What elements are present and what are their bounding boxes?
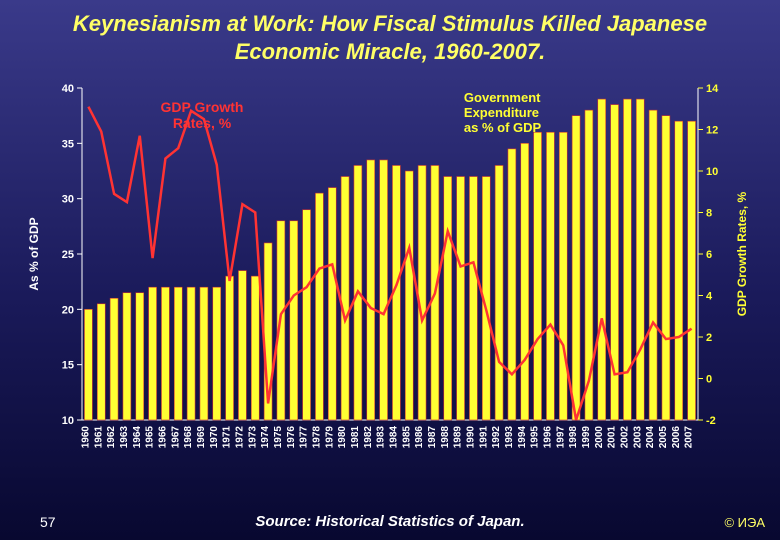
chart-title: Keynesianism at Work: How Fiscal Stimulu… [40,10,740,65]
copyright-text: © ИЭА [724,515,765,530]
svg-text:1960: 1960 [80,426,91,449]
svg-text:1993: 1993 [504,426,515,449]
slide: Keynesianism at Work: How Fiscal Stimulu… [0,0,780,540]
svg-text:1973: 1973 [247,426,258,449]
svg-text:1989: 1989 [453,426,464,449]
svg-text:2: 2 [706,332,712,344]
svg-text:12: 12 [706,125,718,137]
svg-text:-2: -2 [706,415,716,427]
svg-text:1965: 1965 [145,426,156,449]
svg-text:Expenditure: Expenditure [464,105,539,120]
svg-text:1964: 1964 [132,426,143,449]
svg-text:2006: 2006 [671,426,682,449]
svg-text:1987: 1987 [427,426,438,449]
svg-text:10: 10 [706,166,718,178]
svg-text:as % of GDP: as % of GDP [464,120,542,135]
svg-text:8: 8 [706,208,712,220]
svg-text:1970: 1970 [209,426,220,449]
svg-text:1963: 1963 [119,426,130,449]
svg-text:0: 0 [706,374,712,386]
svg-text:14: 14 [706,83,719,95]
svg-text:1978: 1978 [311,426,322,449]
svg-text:1985: 1985 [401,426,412,449]
svg-text:1967: 1967 [170,426,181,449]
svg-text:1981: 1981 [350,426,361,449]
svg-text:2007: 2007 [684,426,695,449]
svg-text:20: 20 [62,304,74,316]
svg-text:1983: 1983 [376,426,387,449]
svg-text:40: 40 [62,83,74,95]
svg-text:1972: 1972 [234,426,245,449]
svg-text:35: 35 [62,138,74,150]
svg-text:1991: 1991 [478,426,489,449]
svg-text:1994: 1994 [517,426,528,449]
svg-text:1974: 1974 [260,426,271,449]
combo-chart: 10152025303540-2024681012141960196119621… [20,80,760,480]
svg-text:1996: 1996 [542,426,553,449]
svg-text:1988: 1988 [440,426,451,449]
svg-text:1961: 1961 [93,426,104,449]
svg-text:1971: 1971 [222,426,233,449]
svg-text:1986: 1986 [414,426,425,449]
svg-text:2003: 2003 [632,426,643,449]
svg-text:6: 6 [706,249,712,261]
svg-text:1975: 1975 [273,426,284,449]
svg-text:1995: 1995 [530,426,541,449]
svg-text:Rates, %: Rates, % [173,115,232,131]
svg-text:1979: 1979 [324,426,335,449]
svg-text:2004: 2004 [645,426,656,449]
svg-text:30: 30 [62,194,74,206]
source-text: Source: Historical Statistics of Japan. [0,513,780,530]
svg-text:Government: Government [464,90,541,105]
svg-text:1968: 1968 [183,426,194,449]
svg-text:15: 15 [62,360,74,372]
svg-text:1980: 1980 [337,426,348,449]
svg-text:2002: 2002 [619,426,630,449]
svg-text:GDP Growth: GDP Growth [161,99,244,115]
svg-text:2000: 2000 [594,426,605,449]
svg-text:1982: 1982 [363,426,374,449]
svg-text:1992: 1992 [491,426,502,449]
svg-text:1977: 1977 [299,426,310,449]
svg-text:4: 4 [706,291,713,303]
svg-text:2001: 2001 [607,426,618,449]
footer: 57 Source: Historical Statistics of Japa… [0,500,780,530]
svg-text:1984: 1984 [388,426,399,449]
svg-text:10: 10 [62,415,74,427]
svg-text:1969: 1969 [196,426,207,449]
svg-text:2005: 2005 [658,426,669,449]
svg-text:1998: 1998 [568,426,579,449]
svg-text:1990: 1990 [465,426,476,449]
svg-text:1999: 1999 [581,426,592,449]
svg-text:As % of GDP: As % of GDP [27,217,41,290]
svg-text:25: 25 [62,249,74,261]
chart-area: 10152025303540-2024681012141960196119621… [20,80,760,480]
svg-text:1997: 1997 [555,426,566,449]
svg-text:1976: 1976 [286,426,297,449]
svg-text:1962: 1962 [106,426,117,449]
svg-text:1966: 1966 [157,426,168,449]
svg-text:GDP Growth Rates, %: GDP Growth Rates, % [735,191,749,316]
